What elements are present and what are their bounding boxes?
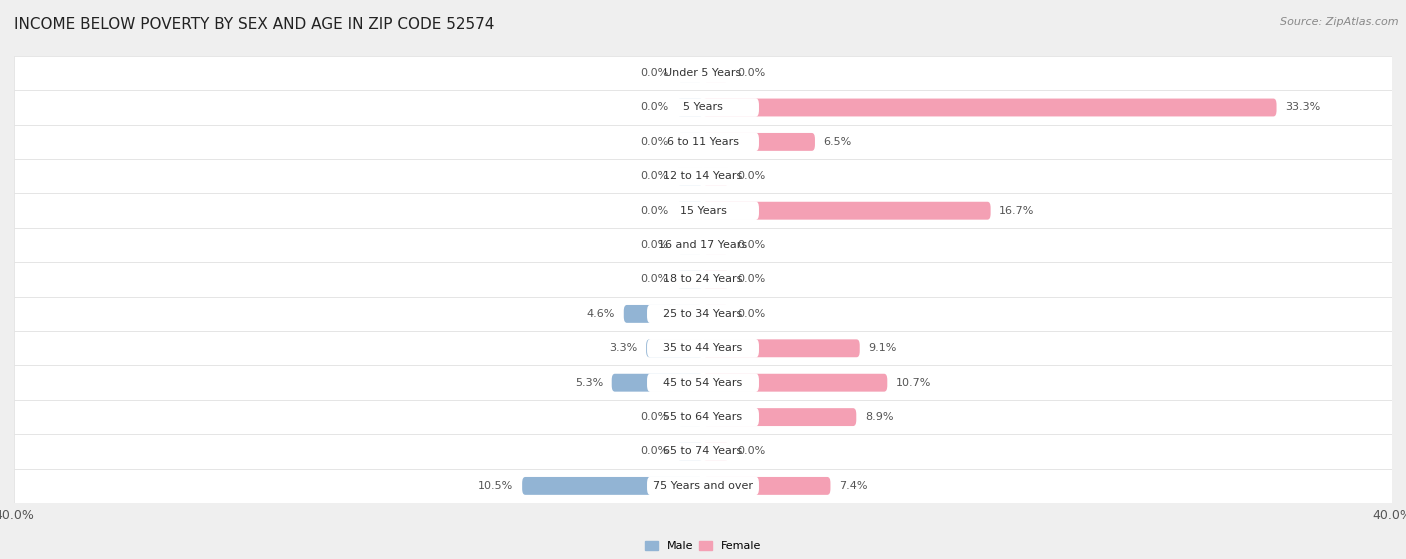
FancyBboxPatch shape [647, 201, 759, 220]
Text: 0.0%: 0.0% [738, 309, 766, 319]
Text: 10.7%: 10.7% [896, 378, 931, 388]
Text: 6 to 11 Years: 6 to 11 Years [666, 137, 740, 147]
Text: 35 to 44 Years: 35 to 44 Years [664, 343, 742, 353]
FancyBboxPatch shape [647, 305, 759, 323]
Text: 3.3%: 3.3% [609, 343, 637, 353]
FancyBboxPatch shape [647, 64, 759, 82]
FancyBboxPatch shape [647, 236, 759, 254]
FancyBboxPatch shape [678, 236, 703, 254]
FancyBboxPatch shape [14, 366, 1392, 400]
Text: 16 and 17 Years: 16 and 17 Years [658, 240, 748, 250]
Text: 0.0%: 0.0% [640, 274, 669, 285]
FancyBboxPatch shape [14, 228, 1392, 262]
Text: INCOME BELOW POVERTY BY SEX AND AGE IN ZIP CODE 52574: INCOME BELOW POVERTY BY SEX AND AGE IN Z… [14, 17, 495, 32]
FancyBboxPatch shape [14, 125, 1392, 159]
Text: 0.0%: 0.0% [640, 206, 669, 216]
FancyBboxPatch shape [678, 271, 703, 288]
FancyBboxPatch shape [14, 468, 1392, 503]
Text: 55 to 64 Years: 55 to 64 Years [664, 412, 742, 422]
FancyBboxPatch shape [678, 202, 703, 220]
Text: 10.5%: 10.5% [478, 481, 513, 491]
FancyBboxPatch shape [624, 305, 703, 323]
FancyBboxPatch shape [678, 133, 703, 151]
Text: 0.0%: 0.0% [640, 447, 669, 457]
Text: 0.0%: 0.0% [640, 171, 669, 181]
Text: 9.1%: 9.1% [869, 343, 897, 353]
FancyBboxPatch shape [703, 271, 728, 288]
FancyBboxPatch shape [14, 434, 1392, 468]
Text: 25 to 34 Years: 25 to 34 Years [664, 309, 742, 319]
FancyBboxPatch shape [14, 262, 1392, 297]
FancyBboxPatch shape [647, 132, 759, 151]
FancyBboxPatch shape [647, 270, 759, 289]
FancyBboxPatch shape [703, 374, 887, 392]
Text: 0.0%: 0.0% [738, 274, 766, 285]
FancyBboxPatch shape [703, 305, 728, 323]
Legend: Male, Female: Male, Female [640, 536, 766, 556]
FancyBboxPatch shape [647, 98, 759, 117]
Text: 75 Years and over: 75 Years and over [652, 481, 754, 491]
Text: 65 to 74 Years: 65 to 74 Years [664, 447, 742, 457]
Text: 0.0%: 0.0% [738, 68, 766, 78]
Text: 0.0%: 0.0% [640, 412, 669, 422]
Text: 0.0%: 0.0% [738, 447, 766, 457]
FancyBboxPatch shape [703, 64, 728, 82]
Text: 5.3%: 5.3% [575, 378, 603, 388]
Text: Source: ZipAtlas.com: Source: ZipAtlas.com [1281, 17, 1399, 27]
Text: 0.0%: 0.0% [738, 171, 766, 181]
Text: 12 to 14 Years: 12 to 14 Years [664, 171, 742, 181]
Text: 45 to 54 Years: 45 to 54 Years [664, 378, 742, 388]
Text: 0.0%: 0.0% [738, 240, 766, 250]
Text: 4.6%: 4.6% [586, 309, 616, 319]
FancyBboxPatch shape [678, 64, 703, 82]
Text: 33.3%: 33.3% [1285, 102, 1320, 112]
Text: 6.5%: 6.5% [824, 137, 852, 147]
Text: 18 to 24 Years: 18 to 24 Years [664, 274, 742, 285]
Text: Under 5 Years: Under 5 Years [665, 68, 741, 78]
FancyBboxPatch shape [14, 297, 1392, 331]
FancyBboxPatch shape [647, 477, 759, 495]
FancyBboxPatch shape [647, 339, 759, 358]
FancyBboxPatch shape [703, 133, 815, 151]
FancyBboxPatch shape [14, 331, 1392, 366]
FancyBboxPatch shape [522, 477, 703, 495]
FancyBboxPatch shape [612, 374, 703, 392]
Text: 5 Years: 5 Years [683, 102, 723, 112]
FancyBboxPatch shape [647, 442, 759, 461]
FancyBboxPatch shape [703, 98, 1277, 116]
FancyBboxPatch shape [14, 193, 1392, 228]
FancyBboxPatch shape [647, 167, 759, 186]
FancyBboxPatch shape [678, 443, 703, 461]
Text: 15 Years: 15 Years [679, 206, 727, 216]
FancyBboxPatch shape [703, 339, 859, 357]
FancyBboxPatch shape [647, 339, 703, 357]
FancyBboxPatch shape [678, 408, 703, 426]
FancyBboxPatch shape [14, 400, 1392, 434]
FancyBboxPatch shape [703, 236, 728, 254]
Text: 7.4%: 7.4% [839, 481, 868, 491]
FancyBboxPatch shape [678, 167, 703, 185]
FancyBboxPatch shape [703, 477, 831, 495]
Text: 0.0%: 0.0% [640, 137, 669, 147]
FancyBboxPatch shape [647, 373, 759, 392]
Text: 8.9%: 8.9% [865, 412, 893, 422]
FancyBboxPatch shape [703, 167, 728, 185]
Text: 16.7%: 16.7% [1000, 206, 1035, 216]
FancyBboxPatch shape [14, 56, 1392, 91]
Text: 0.0%: 0.0% [640, 102, 669, 112]
FancyBboxPatch shape [678, 98, 703, 116]
FancyBboxPatch shape [703, 443, 728, 461]
FancyBboxPatch shape [703, 202, 991, 220]
Text: 0.0%: 0.0% [640, 68, 669, 78]
FancyBboxPatch shape [647, 408, 759, 427]
Text: 0.0%: 0.0% [640, 240, 669, 250]
FancyBboxPatch shape [14, 91, 1392, 125]
FancyBboxPatch shape [703, 408, 856, 426]
FancyBboxPatch shape [14, 159, 1392, 193]
